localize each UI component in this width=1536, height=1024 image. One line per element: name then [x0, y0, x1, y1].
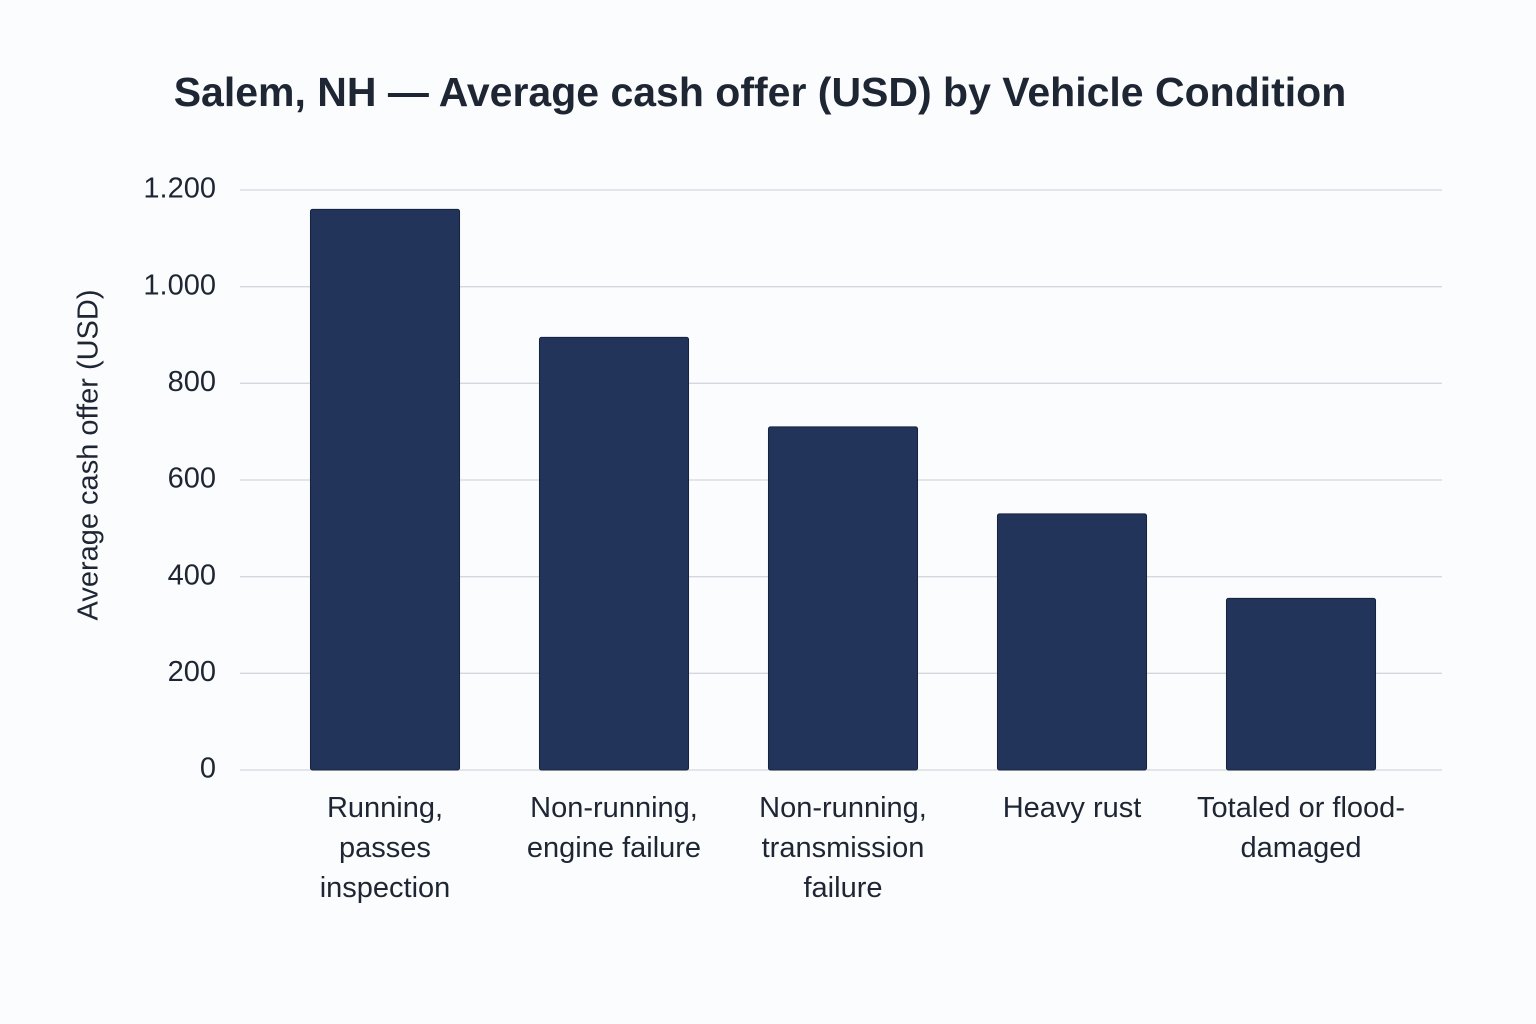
x-tick-label: Running, passes inspection: [319, 792, 451, 904]
x-tick-label: Heavy rust: [1002, 792, 1142, 824]
y-tick-label: 200: [168, 656, 216, 688]
bar: [538, 336, 690, 771]
y-tick-label: 1.000: [143, 269, 216, 301]
y-tick-label: 400: [168, 559, 216, 591]
bar: [1225, 597, 1377, 771]
y-tick-label: 600: [168, 463, 216, 495]
y-tick-label: 800: [168, 366, 216, 398]
y-tick-label: 1.200: [143, 173, 216, 205]
y-axis-label: Average cash offer (USD): [73, 290, 105, 621]
bar: [767, 426, 919, 771]
bar: [996, 513, 1148, 771]
chart-title: Salem, NH — Average cash offer (USD) by …: [174, 69, 1347, 115]
x-tick-label: Non-running, transmission failure: [759, 792, 927, 904]
y-tick-label: 0: [200, 753, 216, 785]
bar: [309, 208, 461, 771]
x-tick-label: Totaled or flood-damaged: [1197, 792, 1405, 864]
x-tick-label: Non-running, engine failure: [526, 792, 702, 864]
